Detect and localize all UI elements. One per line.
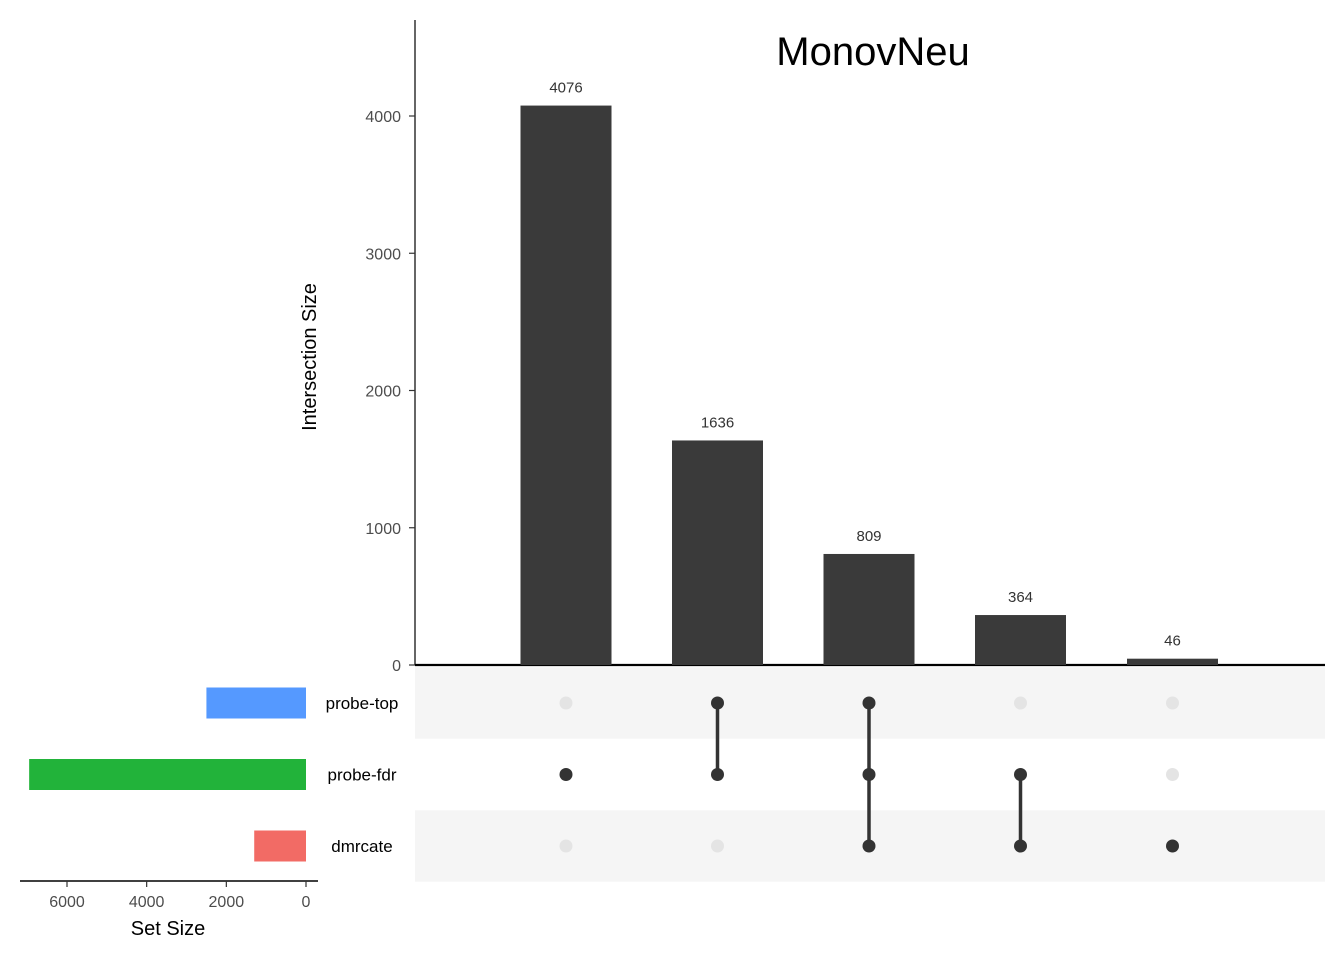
y-tick-label: 2000 (365, 384, 401, 401)
set-size-tick-label: 2000 (209, 894, 245, 911)
matrix-dot-inactive (1166, 768, 1179, 781)
intersection-bar (823, 553, 915, 665)
chart-title: MonovNeu (776, 30, 969, 74)
bar-value-label: 4076 (549, 80, 582, 97)
set-name-label: probe-fdr (328, 766, 397, 785)
y-tick-label: 1000 (365, 521, 401, 538)
set-size-tick-label: 6000 (49, 894, 85, 911)
y-tick-label: 3000 (365, 246, 401, 263)
intersection-bar (672, 440, 763, 665)
intersection-matrix (559, 696, 1179, 853)
matrix-dot-active (862, 839, 876, 853)
set-size-tick-label: 4000 (129, 894, 165, 911)
matrix-dot-active (711, 768, 724, 781)
set-name-label: probe-top (326, 694, 399, 713)
set-size-tick-label: 0 (302, 894, 311, 911)
set-size-axis: 6000 4000 2000 0 (20, 880, 318, 911)
matrix-dot-inactive (1014, 696, 1027, 710)
set-size-bar (29, 759, 307, 790)
matrix-dot-active (711, 696, 724, 710)
y-tick-label: 4000 (365, 109, 401, 126)
set-size-bar (206, 687, 306, 719)
matrix-dot-active (1166, 839, 1179, 853)
set-size-axis-title: Set Size (131, 918, 205, 940)
matrix-dot-inactive (1166, 696, 1179, 710)
matrix-dot-active (1014, 768, 1027, 781)
intersection-bar (975, 615, 1066, 665)
matrix-dot-active (862, 696, 876, 710)
intersection-bars: 4076 1636 809 364 46 (520, 80, 1218, 666)
bar-value-label: 809 (856, 528, 881, 545)
matrix-dot-inactive (559, 696, 573, 710)
matrix-dot-active (862, 768, 876, 781)
set-size-bar (254, 830, 306, 862)
set-size-bars: probe-top probe-fdr dmrcate (29, 687, 399, 862)
matrix-dot-active (1014, 839, 1027, 853)
y-axis-title: Intersection Size (299, 283, 321, 431)
bar-value-label: 1636 (701, 414, 734, 431)
intersection-bar (1127, 658, 1218, 665)
y-tick-label: 0 (392, 658, 401, 675)
matrix-dot-inactive (559, 839, 573, 853)
bar-value-label: 46 (1164, 633, 1181, 650)
matrix-dot-active (559, 768, 573, 781)
matrix-dot-inactive (711, 839, 724, 853)
set-name-label: dmrcate (331, 837, 392, 856)
intersection-bar (520, 105, 612, 666)
bar-value-label: 364 (1008, 589, 1033, 606)
